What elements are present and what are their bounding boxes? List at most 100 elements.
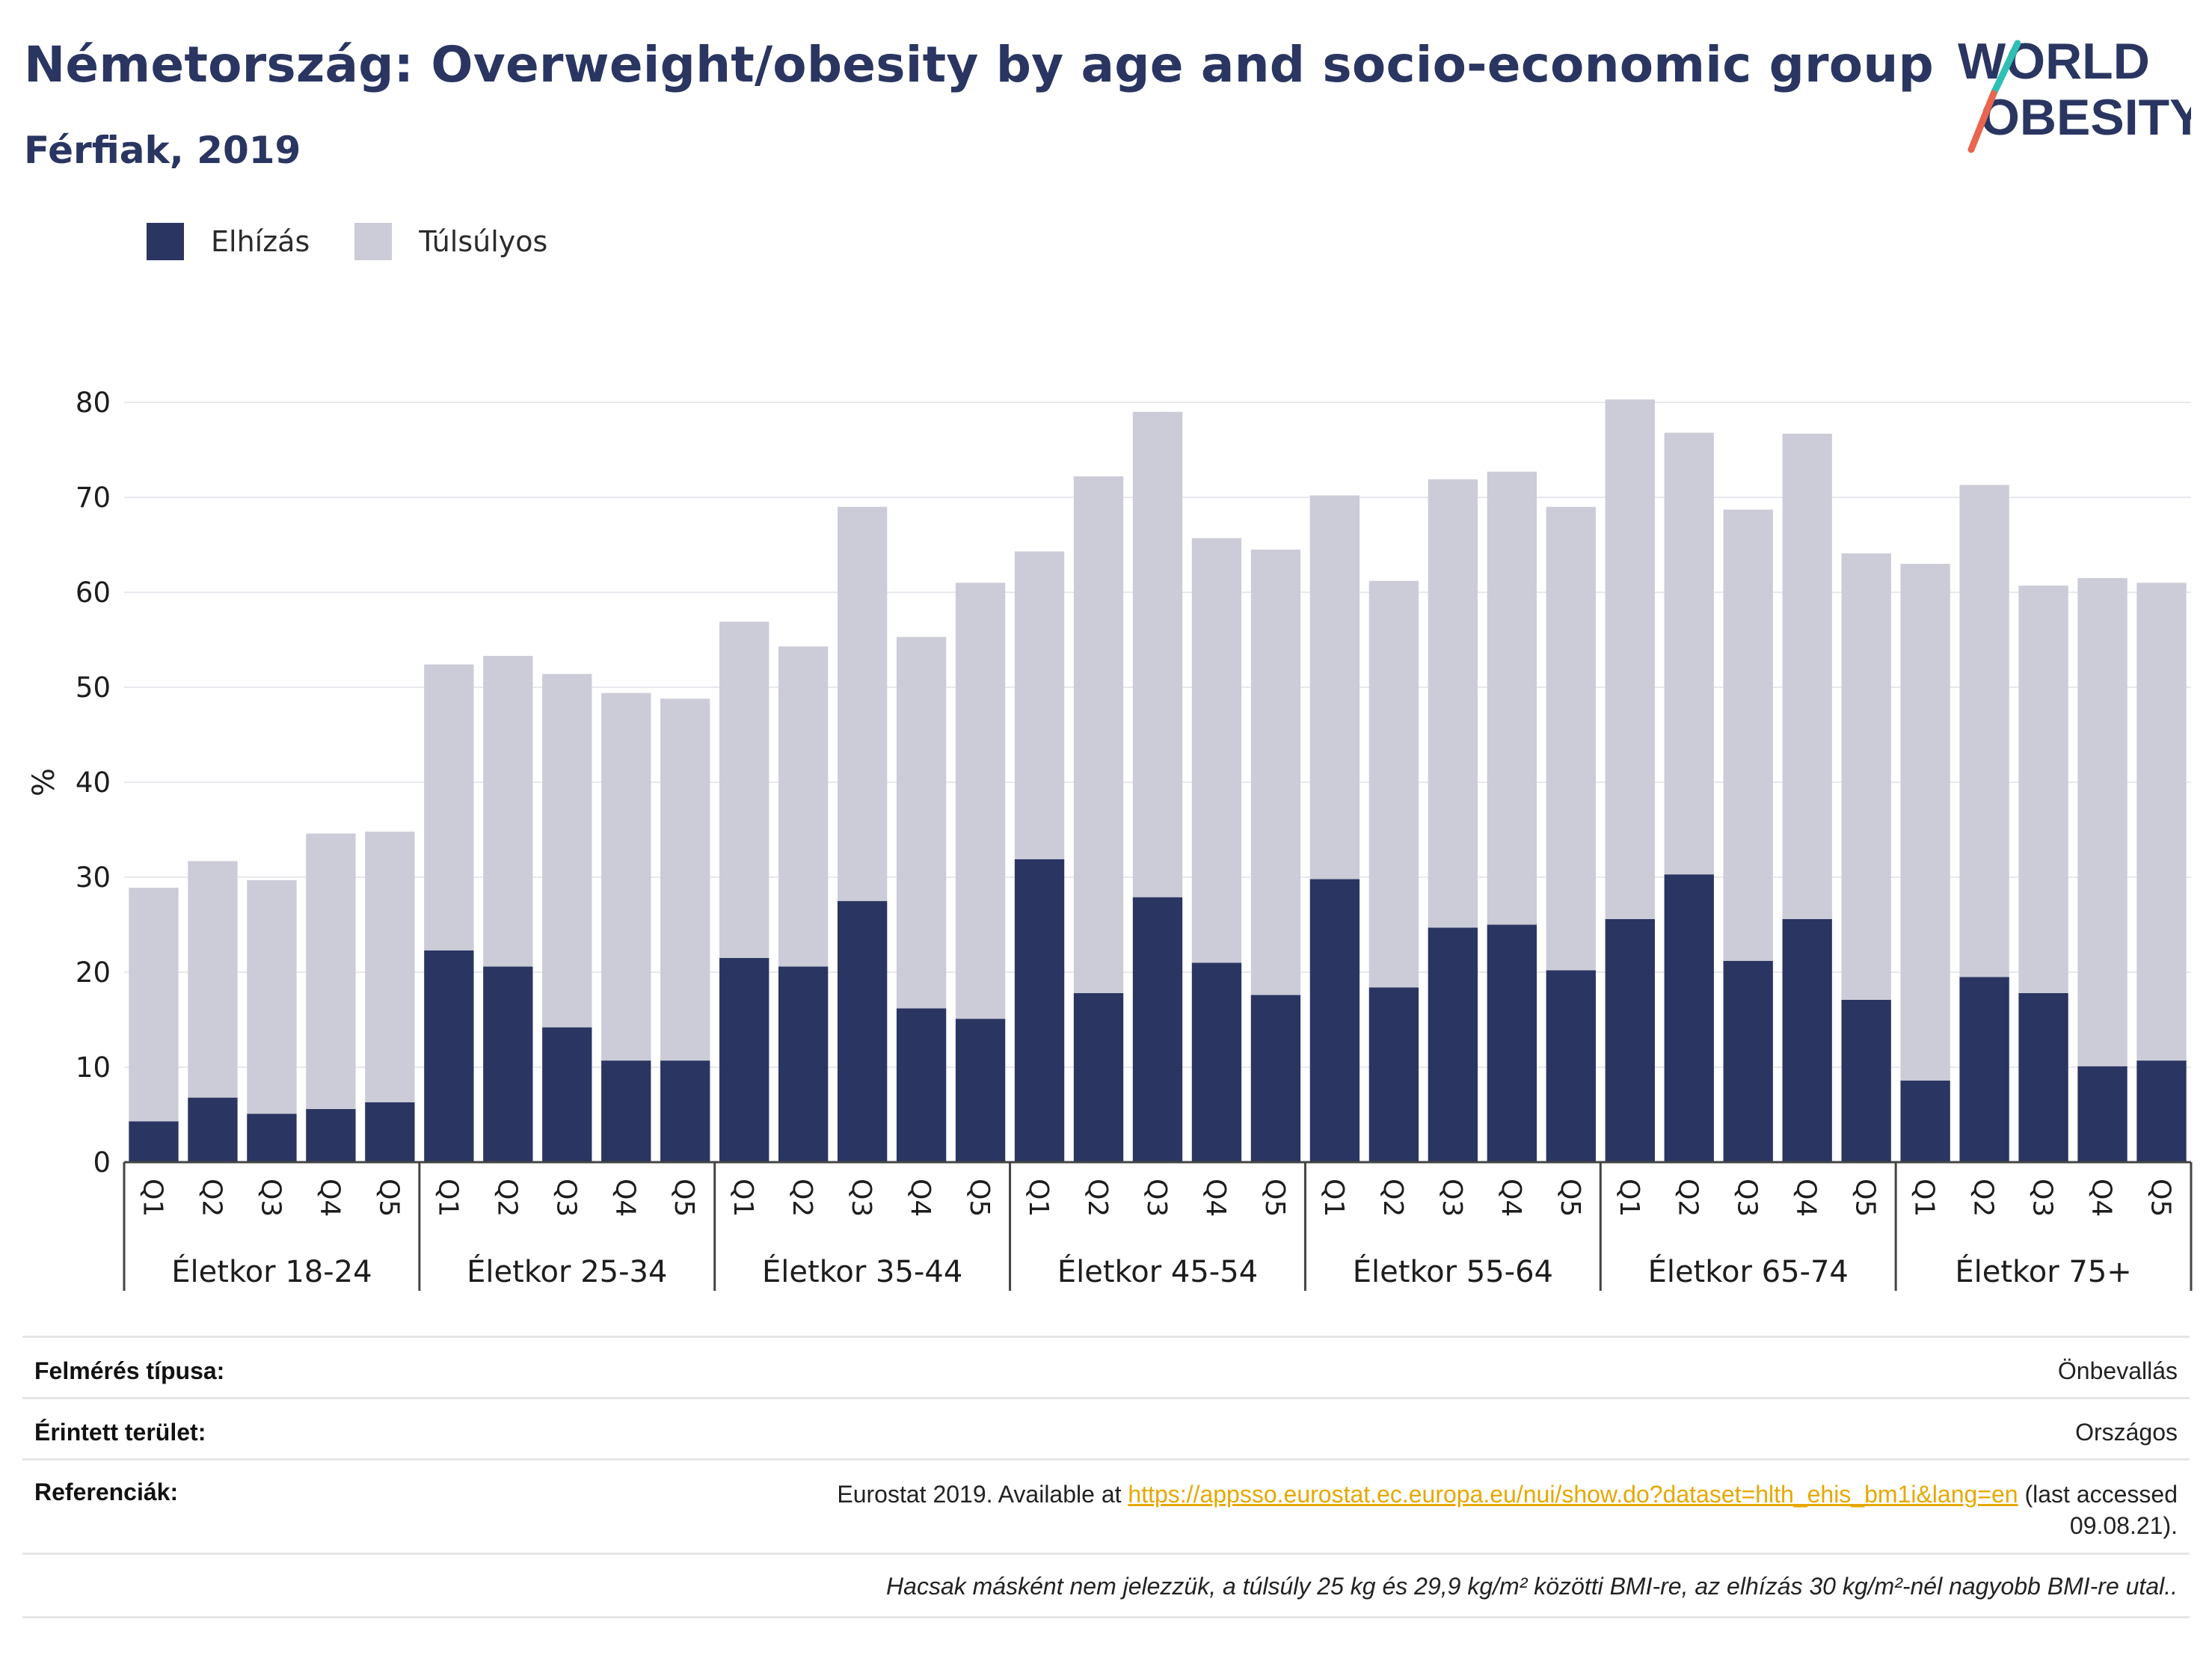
y-tick-label: 10 (76, 1051, 111, 1084)
bar-obesity (1191, 962, 1242, 1162)
x-tick-label: Q1 (1614, 1179, 1644, 1217)
bar-overweight (1959, 485, 2009, 977)
x-tick-label: Q3 (846, 1179, 876, 1217)
legend-item-obesity[interactable]: Elhízás (147, 223, 310, 260)
bar-obesity (1546, 970, 1596, 1162)
x-tick-label: Q3 (1437, 1179, 1467, 1217)
survey-type-label: Felmérés típusa: (34, 1357, 225, 1384)
bar-overweight (2136, 583, 2187, 1061)
group-label: Életkor 45-54 (1057, 1253, 1258, 1289)
x-tick-label: Q1 (1909, 1179, 1940, 1217)
bar-obesity (188, 1097, 238, 1162)
logo-word-2: OBESITY (1980, 89, 2191, 146)
bar-overweight (1546, 506, 1596, 971)
bar-overweight (837, 506, 888, 901)
bar-obesity (778, 966, 829, 1162)
bar-overweight (955, 583, 1006, 1019)
x-tick-label: Q5 (2145, 1179, 2176, 1217)
x-tick-label: Q5 (669, 1179, 699, 1217)
legend-swatch-obesity (147, 223, 184, 260)
references-label: Referenciák: (34, 1479, 179, 1505)
x-tick-label: Q4 (1791, 1179, 1822, 1217)
references-link[interactable]: https://appsso.eurostat.ec.europa.eu/nui… (1128, 1481, 2018, 1508)
bar-overweight (1309, 495, 1360, 879)
group-label: Életkor 25-34 (467, 1253, 667, 1289)
y-tick-label: 30 (76, 862, 111, 894)
metadata-table: Felmérés típusa: Önbevallás Érintett ter… (22, 1336, 2190, 1650)
bar-obesity (1723, 960, 1773, 1162)
x-tick-label: Q2 (196, 1179, 227, 1217)
meta-row-area: Érintett terület: Országos (22, 1397, 2190, 1461)
world-obesity-logo: WORLD OBESITY (1958, 33, 2191, 153)
bar-obesity (365, 1102, 415, 1162)
bar-overweight (1841, 553, 1891, 1000)
x-tick-label: Q1 (1023, 1179, 1054, 1217)
bar-obesity (1782, 918, 1832, 1162)
bar-overweight (306, 833, 356, 1109)
bar-overweight (1014, 551, 1065, 859)
y-tick-label: 80 (76, 387, 111, 419)
bar-overweight (1250, 549, 1301, 995)
bar-obesity (483, 966, 533, 1162)
legend-item-overweight[interactable]: Túlsúlyos (354, 223, 547, 260)
x-tick-label: Q3 (550, 1179, 581, 1217)
references-date: 09.08.21). (2069, 1512, 2178, 1539)
x-tick-label: Q2 (1377, 1179, 1408, 1217)
bar-overweight (424, 664, 474, 951)
bar-obesity (601, 1060, 651, 1162)
chart-legend: Elhízás Túlsúlyos (147, 221, 592, 262)
x-tick-label: Q4 (905, 1179, 936, 1217)
group-label: Életkor 75+ (1955, 1253, 2131, 1289)
x-tick-label: Q2 (1082, 1179, 1113, 1217)
bar-obesity (306, 1108, 356, 1162)
references-text: Eurostat 2019. Available at (837, 1481, 1128, 1508)
bar-overweight (1664, 432, 1714, 875)
bar-obesity (542, 1027, 592, 1162)
x-tick-label: Q5 (373, 1179, 404, 1217)
bar-overweight (1723, 509, 1773, 961)
bar-overweight (1900, 563, 1950, 1081)
bar-obesity (660, 1060, 710, 1162)
bar-obesity (129, 1121, 179, 1162)
bar-obesity (1605, 918, 1655, 1162)
bar-overweight (601, 693, 651, 1061)
x-tick-label: Q5 (1555, 1179, 1585, 1217)
references-value: Eurostat 2019. Available at https://apps… (837, 1479, 2178, 1541)
bar-chart: 0 10 20 30 40 50 60 70 80% Q1 Q2 Q3 Q4 Q5 Q1 Q2 Q3 Q4 Q5 Q1… (27, 387, 2193, 1291)
x-tick-label: Q4 (1200, 1179, 1231, 1217)
x-tick-label: Q3 (255, 1179, 286, 1217)
bar-obesity (1959, 977, 2009, 1162)
bar-overweight (1073, 476, 1124, 993)
area-value: Országos (2075, 1419, 2178, 1446)
bar-obesity (247, 1114, 297, 1162)
y-tick-label: 40 (76, 767, 111, 799)
bar-obesity (424, 950, 474, 1162)
bar-obesity (1841, 999, 1891, 1162)
x-tick-label: Q2 (787, 1179, 817, 1217)
bar-overweight (188, 861, 238, 1098)
bar-obesity (2077, 1066, 2127, 1162)
x-tick-label: Q3 (1732, 1179, 1763, 1217)
x-tick-label: Q5 (1259, 1179, 1290, 1217)
bar-overweight (542, 674, 592, 1028)
meta-row-references: Referenciák: Eurostat 2019. Available at… (22, 1458, 2190, 1555)
meta-row-footnote: Hacsak másként nem jelezzük, a túlsúly 2… (22, 1553, 2190, 1618)
logo-word-1: WORLD (1958, 33, 2150, 90)
bar-obesity (1368, 987, 1419, 1162)
legend-swatch-overweight (354, 223, 393, 260)
y-axis-label: % (27, 768, 61, 796)
bar-overweight (719, 621, 769, 958)
bar-overweight (1428, 479, 1478, 928)
x-tick-label: Q5 (964, 1179, 995, 1217)
y-tick-label: 50 (76, 672, 111, 704)
references-accessed: (last accessed (2018, 1481, 2178, 1508)
y-tick-label: 70 (76, 482, 111, 514)
bar-obesity (1014, 859, 1065, 1162)
legend-label-obesity: Elhízás (211, 225, 310, 258)
y-tick-label: 20 (76, 957, 111, 989)
bar-obesity (837, 900, 888, 1162)
x-tick-label: Q1 (432, 1179, 463, 1217)
x-tick-label: Q4 (2086, 1179, 2117, 1217)
bar-obesity (719, 957, 769, 1162)
bar-overweight (2077, 577, 2127, 1066)
